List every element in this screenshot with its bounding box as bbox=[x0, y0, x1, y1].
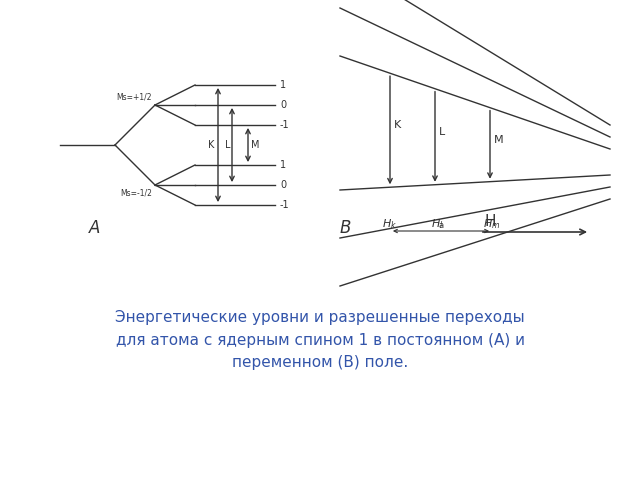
Text: a: a bbox=[438, 221, 444, 230]
Text: 0: 0 bbox=[280, 180, 286, 190]
Text: Н: Н bbox=[485, 214, 497, 229]
Text: $H_k$: $H_k$ bbox=[383, 217, 397, 231]
Text: -1: -1 bbox=[280, 200, 290, 210]
Text: $H_m$: $H_m$ bbox=[483, 217, 500, 231]
Text: 0: 0 bbox=[280, 100, 286, 110]
Text: -1: -1 bbox=[280, 120, 290, 130]
Text: $H_l$: $H_l$ bbox=[431, 217, 444, 231]
Text: K: K bbox=[207, 140, 214, 150]
Text: В: В bbox=[339, 219, 351, 237]
Text: Энергетические уровни и разрешенные переходы
для атома с ядерным спином 1 в пост: Энергетические уровни и разрешенные пере… bbox=[115, 310, 525, 370]
Text: 1: 1 bbox=[280, 80, 286, 90]
Text: 1: 1 bbox=[280, 160, 286, 170]
Text: А: А bbox=[90, 219, 100, 237]
Text: M: M bbox=[494, 135, 504, 144]
Text: L: L bbox=[225, 140, 231, 150]
Text: K: K bbox=[394, 120, 401, 130]
Text: M: M bbox=[251, 140, 259, 150]
Text: Ms=+1/2: Ms=+1/2 bbox=[116, 92, 152, 101]
Text: L: L bbox=[439, 127, 445, 137]
Text: Ms=-1/2: Ms=-1/2 bbox=[120, 189, 152, 198]
